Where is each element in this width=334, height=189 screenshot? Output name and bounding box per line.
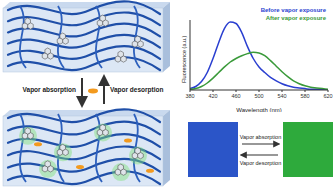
svg-text:460: 460 xyxy=(231,93,240,99)
svg-text:Vapor absorption: Vapor absorption xyxy=(23,86,76,94)
svg-text:380: 380 xyxy=(185,93,194,99)
svg-text:540: 540 xyxy=(277,93,286,99)
svg-text:580: 580 xyxy=(300,93,309,99)
html-text:Before vapor exposure: Before vapor exposure xyxy=(260,7,326,13)
svg-text:620: 620 xyxy=(323,93,326,99)
svg-text:500: 500 xyxy=(254,93,263,99)
svg-text:Fluorescence (a.u.): Fluorescence (a.u.) xyxy=(181,35,187,83)
svg-text:420: 420 xyxy=(208,93,217,99)
svg-text:Vapor desorption: Vapor desorption xyxy=(110,86,163,94)
html-text:After vapor exposure: After vapor exposure xyxy=(265,15,326,21)
svg-text:Wavelength (nm): Wavelength (nm) xyxy=(236,107,281,112)
svg-text:Vapor absorption: Vapor absorption xyxy=(240,134,281,140)
svg-text:Vapor desorption: Vapor desorption xyxy=(240,160,281,166)
